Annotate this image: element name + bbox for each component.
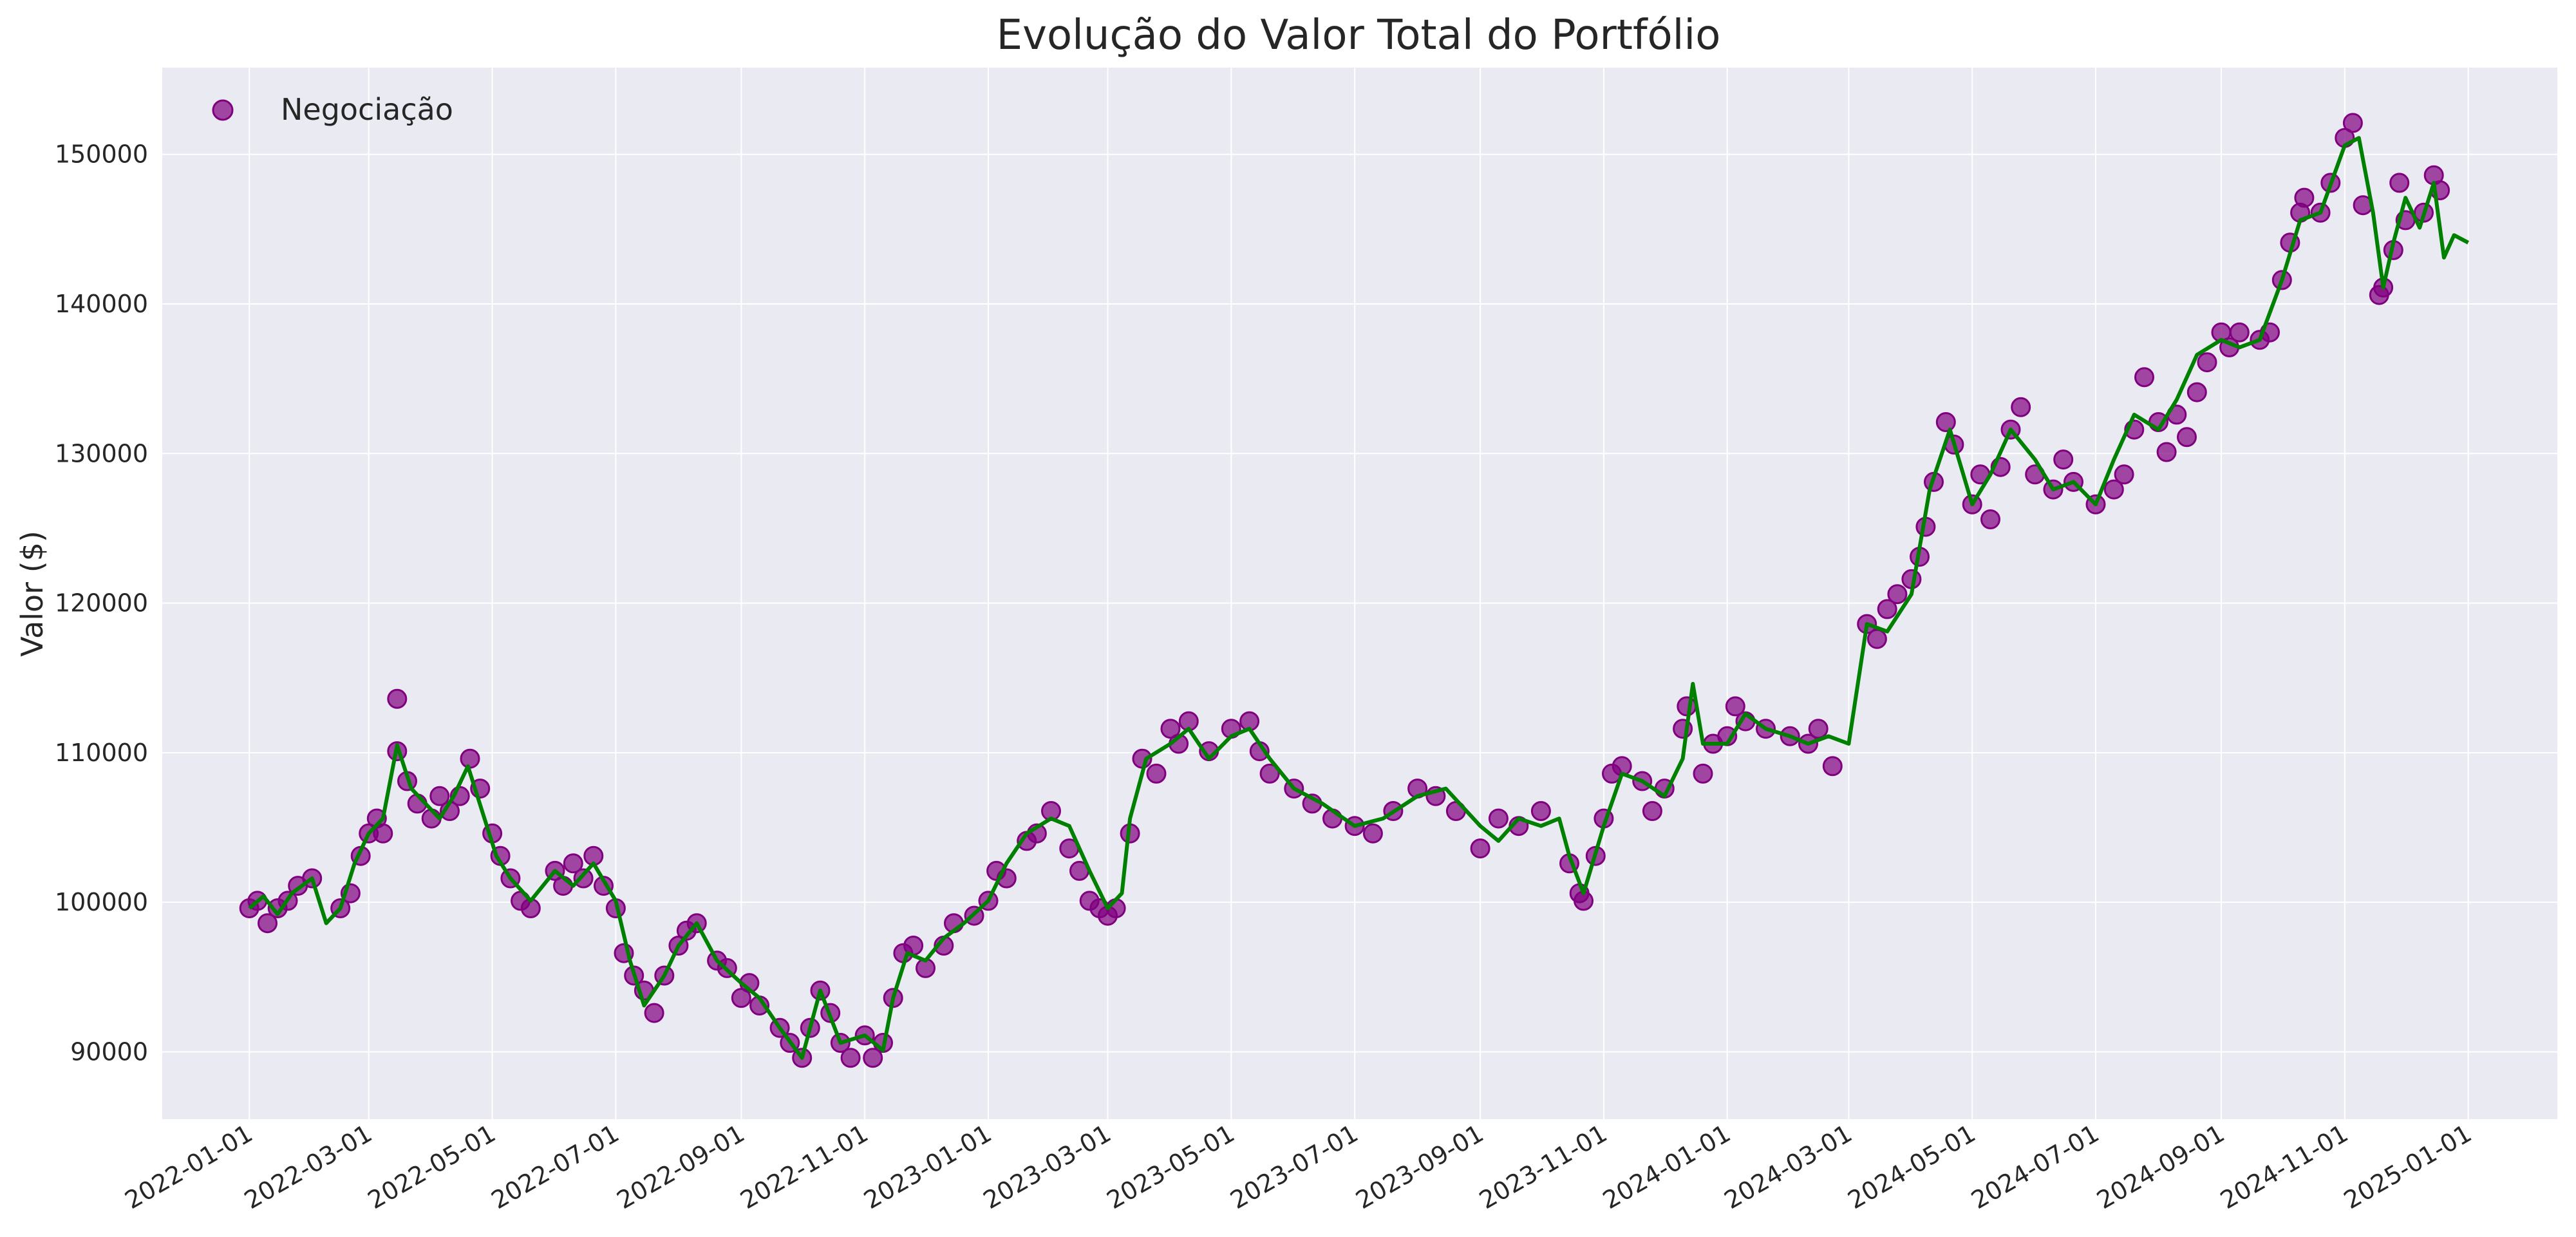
- trade-marker: [2197, 352, 2217, 373]
- series-line: [248, 136, 2469, 1060]
- trade-marker: [1160, 719, 1181, 739]
- y-tick-label: 110000: [55, 739, 148, 767]
- trade-marker: [2156, 442, 2177, 462]
- trade-marker: [644, 1003, 664, 1023]
- trade-marker: [2177, 427, 2197, 448]
- trade-marker: [2114, 464, 2134, 485]
- trade-marker: [2229, 322, 2250, 343]
- trade-marker: [373, 823, 393, 844]
- trade-marker: [1362, 823, 1383, 844]
- trade-marker: [1935, 412, 1956, 432]
- trade-marker: [563, 853, 583, 874]
- trade-marker: [1693, 763, 1713, 784]
- trade-marker: [1488, 808, 1509, 829]
- trade-marker: [1259, 763, 1280, 784]
- trade-marker: [1866, 628, 1887, 649]
- trade-marker: [258, 913, 277, 934]
- trade-marker: [1725, 696, 1745, 717]
- trade-marker: [731, 988, 751, 1008]
- y-tick-label: 120000: [55, 589, 148, 618]
- trade-marker: [1822, 756, 1843, 777]
- y-tick-label: 130000: [55, 439, 148, 467]
- trade-marker: [2011, 397, 2031, 417]
- trade-marker: [2053, 449, 2074, 470]
- y-axis-label: Valor ($): [15, 531, 50, 657]
- trade-marker: [863, 1048, 883, 1068]
- y-tick-label: 90000: [70, 1037, 148, 1066]
- trade-marker: [1808, 719, 1829, 739]
- trade-marker: [1877, 599, 1897, 619]
- legend: Negociação: [212, 92, 453, 127]
- y-axis: 90000 100000 110000 120000 130000 140000 15000…: [55, 140, 148, 1066]
- trade-marker: [2342, 113, 2363, 133]
- trade-marker: [573, 868, 594, 889]
- trade-marker: [387, 688, 408, 709]
- trade-marker: [460, 748, 480, 769]
- trade-marker: [1980, 509, 2000, 529]
- y-tick-label: 100000: [55, 888, 148, 916]
- y-tick-label: 150000: [55, 140, 148, 169]
- trade-marker: [1642, 801, 1662, 821]
- trade-marker: [1146, 763, 1167, 784]
- trade-marker: [1530, 801, 1551, 821]
- legend-marker-icon: [212, 99, 234, 121]
- trade-marker: [2186, 382, 2207, 402]
- trade-marker: [429, 786, 450, 806]
- trade-marker: [840, 1048, 861, 1068]
- trade-marker: [2103, 479, 2124, 500]
- trade-marker: [1887, 584, 1908, 605]
- portfolio-value-line: [248, 136, 2469, 1060]
- plot-area: [162, 68, 2557, 1119]
- trade-marker: [2294, 187, 2315, 208]
- trade-marker: [1470, 838, 1490, 859]
- legend-label: Negociação: [281, 92, 453, 127]
- grid: [162, 68, 2557, 1119]
- chart-title: Evolução do Valor Total do Portfólio: [997, 12, 1721, 59]
- trade-marker: [2134, 367, 2154, 388]
- y-tick-label: 140000: [55, 290, 148, 318]
- trade-marker: [2389, 173, 2410, 193]
- trade-marker: [1677, 696, 1697, 717]
